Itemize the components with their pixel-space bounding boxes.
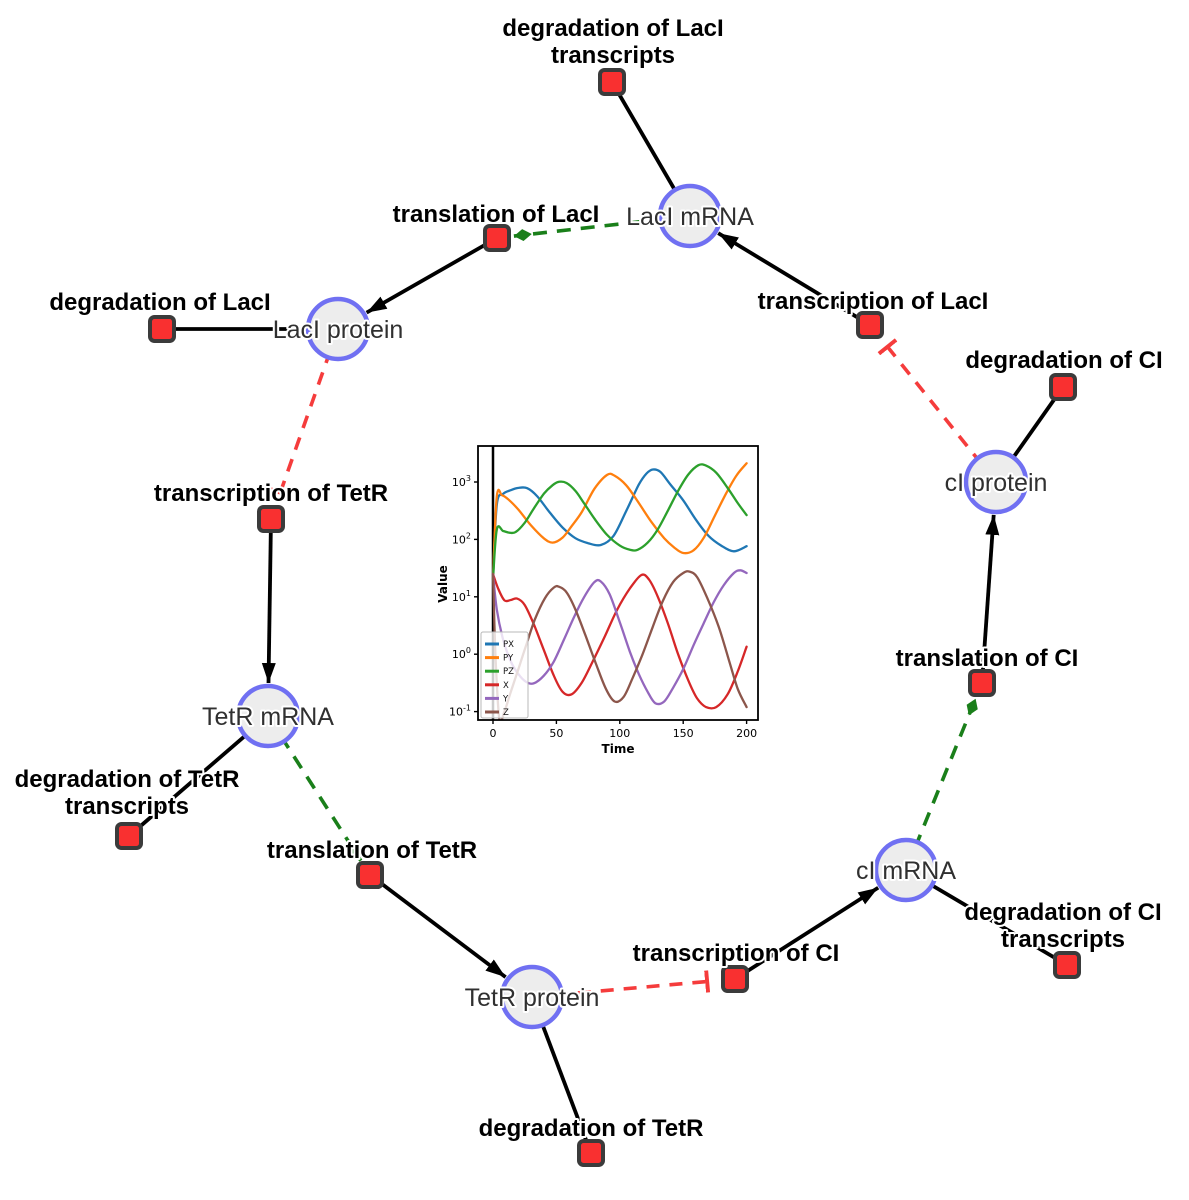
legend-label-PX: PX [503, 640, 514, 650]
legend-label-Y: Y [502, 694, 509, 704]
reaction-label-translation-ci: translation of CI [896, 645, 1079, 672]
species-node-tetr-protein[interactable]: TetR protein [465, 967, 600, 1027]
reaction-square [485, 226, 509, 250]
species-label: LacI mRNA [626, 203, 754, 231]
reaction-square [723, 967, 747, 991]
reaction-node-degradation-ci-transcripts[interactable] [1055, 953, 1079, 977]
reaction-square [150, 317, 174, 341]
network-canvas: LacI mRNA LacI protein TetR mRNA TetR pr… [0, 0, 1189, 1200]
y-tick-label: 101 [452, 589, 471, 604]
reaction-square [970, 671, 994, 695]
species-label: TetR mRNA [202, 703, 334, 731]
reaction-square [358, 863, 382, 887]
reaction-label-translation-laci: translation of LacI [393, 201, 600, 228]
reaction-square [1051, 375, 1075, 399]
reaction-square [1055, 953, 1079, 977]
chart-legend: PX PY PZ XYZ [481, 632, 528, 718]
edge-transcription-tetr-arrow [269, 519, 272, 683]
species-label: LacI protein [273, 316, 404, 344]
y-tick-label: 102 [452, 531, 471, 546]
x-tick-label: 100 [609, 727, 630, 740]
species-node-laci-mrna[interactable]: LacI mRNA [626, 186, 754, 246]
y-tick-label: 103 [452, 474, 471, 489]
reaction-node-translation-laci[interactable] [485, 226, 509, 250]
reaction-label-degradation-tetr: degradation of TetR [479, 1115, 704, 1142]
species-node-tetr-mrna[interactable]: TetR mRNA [202, 686, 334, 746]
reaction-label-translation-tetr: translation of TetR [267, 837, 477, 864]
legend-label-PY: PY [503, 654, 514, 664]
y-tick-label: 10-1 [449, 704, 471, 719]
reaction-label-degradation-ci-transcripts: degradation of CItranscripts [964, 899, 1161, 953]
legend-label-Z: Z [503, 708, 509, 718]
chart-xlabel: Time [602, 742, 635, 756]
species-label: cI mRNA [856, 857, 956, 885]
species-node-laci-protein[interactable]: LacI protein [273, 299, 404, 359]
reaction-label-degradation-laci: degradation of LacI [49, 289, 270, 316]
reaction-node-degradation-laci[interactable] [150, 317, 174, 341]
edge-translation-laci-arrow [367, 238, 497, 313]
reaction-label-degradation-laci-transcripts: degradation of LacItranscripts [502, 15, 723, 69]
reaction-node-translation-tetr[interactable] [358, 863, 382, 887]
inset-chart: 05010015020010310210110010-1 Time Value … [436, 446, 758, 756]
reaction-square [579, 1141, 603, 1165]
reaction-square [259, 507, 283, 531]
species-node-ci-protein[interactable]: cI protein [945, 452, 1048, 512]
reaction-square [858, 313, 882, 337]
chart-series-X [493, 574, 747, 708]
y-tick-label: 100 [452, 646, 471, 661]
reaction-square [117, 824, 141, 848]
chart-series-PY [493, 463, 747, 579]
chart-series-Y [493, 570, 747, 704]
reaction-node-transcription-laci[interactable] [858, 313, 882, 337]
legend-label-PZ: PZ [503, 667, 514, 677]
x-tick-label: 0 [490, 727, 497, 740]
reaction-node-degradation-ci[interactable] [1051, 375, 1075, 399]
x-tick-label: 50 [549, 727, 563, 740]
reaction-node-degradation-tetr-transcripts[interactable] [117, 824, 141, 848]
chart-series-Z [493, 571, 747, 722]
reaction-node-transcription-tetr[interactable] [259, 507, 283, 531]
reaction-node-transcription-ci[interactable] [723, 967, 747, 991]
reaction-label-degradation-tetr-transcripts: degradation of TetRtranscripts [15, 766, 240, 820]
legend-label-X: X [503, 681, 509, 691]
species-label: cI protein [945, 469, 1048, 497]
x-tick-label: 150 [673, 727, 694, 740]
edge-translation-tetr-arrow [370, 875, 506, 977]
x-tick-label: 200 [736, 727, 757, 740]
reaction-node-degradation-laci-transcripts[interactable] [600, 70, 624, 94]
species-label: TetR protein [465, 984, 600, 1012]
chart-ylabel: Value [436, 565, 450, 603]
reaction-label-transcription-tetr: transcription of TetR [154, 480, 388, 507]
reaction-square [600, 70, 624, 94]
reaction-label-degradation-ci: degradation of CI [965, 347, 1162, 374]
reaction-label-transcription-laci: transcription of LacI [758, 288, 989, 315]
reaction-node-translation-ci[interactable] [970, 671, 994, 695]
reaction-label-transcription-ci: transcription of CI [633, 940, 840, 967]
chart-plot-area [493, 446, 747, 722]
network-svg: LacI mRNA LacI protein TetR mRNA TetR pr… [0, 0, 1189, 1200]
reaction-node-degradation-tetr[interactable] [579, 1141, 603, 1165]
